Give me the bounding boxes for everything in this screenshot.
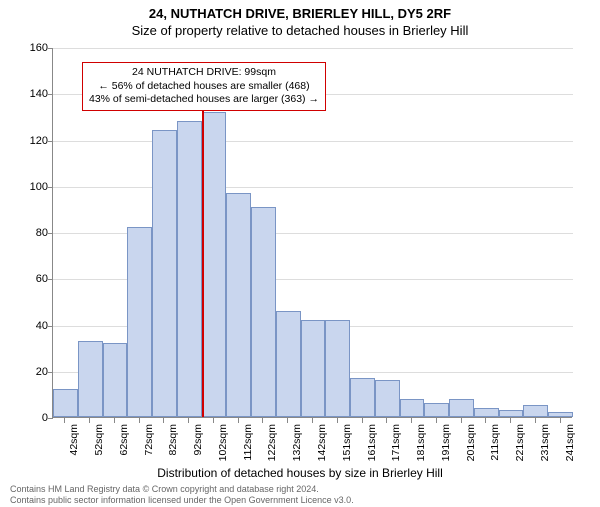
histogram-bar	[523, 405, 548, 417]
page-title-address: 24, NUTHATCH DRIVE, BRIERLEY HILL, DY5 2…	[0, 6, 600, 21]
y-tick-label: 20	[18, 366, 48, 378]
footer-attribution: Contains HM Land Registry data © Crown c…	[10, 484, 600, 507]
x-tick-mark	[238, 418, 239, 423]
property-marker-line	[202, 109, 204, 417]
x-tick-mark	[337, 418, 338, 423]
x-tick-mark	[139, 418, 140, 423]
x-tick-label: 72sqm	[143, 424, 155, 468]
y-tick-label: 100	[18, 181, 48, 193]
x-tick-label: 241sqm	[564, 424, 576, 468]
y-tick-label: 120	[18, 135, 48, 147]
x-tick-label: 231sqm	[539, 424, 551, 468]
grid-line	[53, 48, 573, 49]
histogram-bar	[276, 311, 301, 417]
histogram-bar	[53, 389, 78, 417]
x-tick-mark	[163, 418, 164, 423]
y-tick-mark	[48, 141, 53, 142]
y-tick-label: 160	[18, 42, 48, 54]
histogram-bar	[226, 193, 251, 417]
x-tick-mark	[287, 418, 288, 423]
x-tick-mark	[436, 418, 437, 423]
annotation-line-1: 24 NUTHATCH DRIVE: 99sqm	[89, 66, 319, 80]
histogram-bar	[375, 380, 400, 417]
y-tick-mark	[48, 372, 53, 373]
x-tick-label: 82sqm	[167, 424, 179, 468]
x-tick-mark	[362, 418, 363, 423]
y-tick-mark	[48, 233, 53, 234]
x-tick-label: 132sqm	[291, 424, 303, 468]
page-title-subtitle: Size of property relative to detached ho…	[0, 23, 600, 38]
x-tick-label: 52sqm	[93, 424, 105, 468]
y-tick-label: 60	[18, 273, 48, 285]
y-tick-mark	[48, 187, 53, 188]
y-tick-mark	[48, 418, 53, 419]
x-tick-label: 171sqm	[390, 424, 402, 468]
footer-line-2: Contains public sector information licen…	[10, 495, 600, 506]
x-tick-mark	[262, 418, 263, 423]
y-tick-label: 40	[18, 320, 48, 332]
x-tick-label: 161sqm	[366, 424, 378, 468]
histogram-bar	[424, 403, 449, 417]
x-axis-label: Distribution of detached houses by size …	[0, 466, 600, 480]
x-tick-label: 142sqm	[316, 424, 328, 468]
histogram-bar	[499, 410, 524, 417]
x-tick-mark	[89, 418, 90, 423]
y-tick-mark	[48, 279, 53, 280]
x-tick-label: 151sqm	[341, 424, 353, 468]
histogram-bar	[202, 112, 227, 417]
annotation-line-3: 43% of semi-detached houses are larger (…	[89, 93, 319, 107]
histogram-bar	[400, 399, 425, 418]
histogram-chart: Number of detached properties 24 NUTHATC…	[52, 48, 572, 418]
x-tick-mark	[535, 418, 536, 423]
x-tick-label: 122sqm	[266, 424, 278, 468]
x-tick-mark	[213, 418, 214, 423]
grid-line	[53, 141, 573, 142]
y-tick-mark	[48, 48, 53, 49]
grid-line	[53, 187, 573, 188]
y-tick-label: 80	[18, 227, 48, 239]
x-tick-label: 62sqm	[118, 424, 130, 468]
x-tick-mark	[386, 418, 387, 423]
x-tick-mark	[188, 418, 189, 423]
histogram-bar	[548, 412, 573, 417]
histogram-bar	[251, 207, 276, 417]
x-tick-mark	[312, 418, 313, 423]
x-tick-label: 102sqm	[217, 424, 229, 468]
x-tick-label: 42sqm	[68, 424, 80, 468]
y-tick-label: 0	[18, 412, 48, 424]
y-tick-mark	[48, 94, 53, 95]
histogram-bar	[325, 320, 350, 417]
x-tick-label: 112sqm	[242, 424, 254, 468]
histogram-bar	[350, 378, 375, 417]
footer-line-1: Contains HM Land Registry data © Crown c…	[10, 484, 600, 495]
x-tick-mark	[64, 418, 65, 423]
annotation-line-2: ← 56% of detached houses are smaller (46…	[89, 80, 319, 94]
histogram-bar	[301, 320, 326, 417]
x-tick-mark	[114, 418, 115, 423]
histogram-bar	[103, 343, 128, 417]
x-tick-mark	[510, 418, 511, 423]
histogram-bar	[127, 227, 152, 417]
x-tick-label: 211sqm	[489, 424, 501, 468]
x-tick-label: 181sqm	[415, 424, 427, 468]
x-tick-label: 191sqm	[440, 424, 452, 468]
x-tick-mark	[461, 418, 462, 423]
histogram-bar	[474, 408, 499, 417]
histogram-bar	[152, 130, 177, 417]
x-tick-label: 221sqm	[514, 424, 526, 468]
y-tick-mark	[48, 326, 53, 327]
histogram-bar	[449, 399, 474, 418]
x-tick-mark	[485, 418, 486, 423]
x-tick-mark	[411, 418, 412, 423]
x-tick-label: 92sqm	[192, 424, 204, 468]
y-tick-label: 140	[18, 88, 48, 100]
histogram-bar	[78, 341, 103, 417]
annotation-box: 24 NUTHATCH DRIVE: 99sqm ← 56% of detach…	[82, 62, 326, 111]
x-tick-mark	[560, 418, 561, 423]
histogram-bar	[177, 121, 202, 417]
x-tick-label: 201sqm	[465, 424, 477, 468]
